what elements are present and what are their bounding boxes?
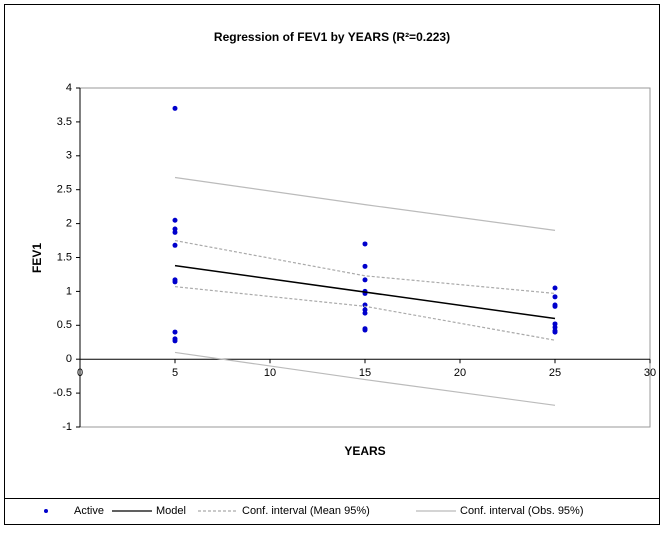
- data-point: [552, 303, 558, 309]
- data-point: [362, 263, 368, 269]
- legend-label: Model: [156, 505, 186, 517]
- x-axis-label: YEARS: [344, 444, 385, 458]
- y-tick-label: 4: [66, 82, 72, 94]
- band-lower: [174, 351, 556, 406]
- data-point: [362, 327, 368, 333]
- y-tick-label: 2: [66, 218, 72, 230]
- y-tick-label: 0.5: [57, 319, 72, 331]
- y-tick-label: -1: [62, 421, 72, 433]
- x-tick-label: 25: [549, 367, 561, 379]
- data-point: [172, 338, 178, 344]
- legend-label: Active: [74, 505, 104, 517]
- y-tick-label: 3: [66, 150, 72, 162]
- y-tick-label: 1.5: [57, 251, 72, 263]
- data-point: [172, 242, 178, 248]
- band-upper: [174, 176, 556, 231]
- data-point: [552, 285, 558, 291]
- model-line: [174, 264, 556, 320]
- data-point: [552, 294, 558, 300]
- x-tick-label: 15: [359, 367, 371, 379]
- x-tick-label: 30: [644, 367, 656, 379]
- x-tick-label: 20: [454, 367, 466, 379]
- x-tick-label: 5: [172, 367, 178, 379]
- y-tick-label: 2.5: [57, 184, 72, 196]
- x-tick-label: 0: [77, 367, 83, 379]
- data-point: [172, 105, 178, 111]
- chart-title: Regression of FEV1 by YEARS (R²=0.223): [214, 30, 450, 44]
- data-point: [362, 277, 368, 283]
- data-point: [552, 329, 558, 335]
- data-point: [172, 217, 178, 223]
- y-tick-label: 0: [66, 353, 72, 365]
- data-point: [362, 310, 368, 316]
- band-upper: [174, 239, 556, 295]
- chart-border: [4, 4, 660, 525]
- legend-symbol: [44, 509, 48, 513]
- data-point: [172, 279, 178, 285]
- y-axis-label: FEV1: [30, 243, 44, 273]
- data-point: [362, 241, 368, 247]
- data-point: [172, 229, 178, 235]
- band-lower: [174, 286, 556, 341]
- y-tick-label: -0.5: [53, 387, 72, 399]
- data-point: [172, 329, 178, 335]
- y-tick-label: 3.5: [57, 116, 72, 128]
- x-tick-label: 10: [264, 367, 276, 379]
- legend-label: Conf. interval (Obs. 95%): [460, 505, 584, 517]
- legend-label: Conf. interval (Mean 95%): [242, 505, 370, 517]
- y-tick-label: 1: [66, 285, 72, 297]
